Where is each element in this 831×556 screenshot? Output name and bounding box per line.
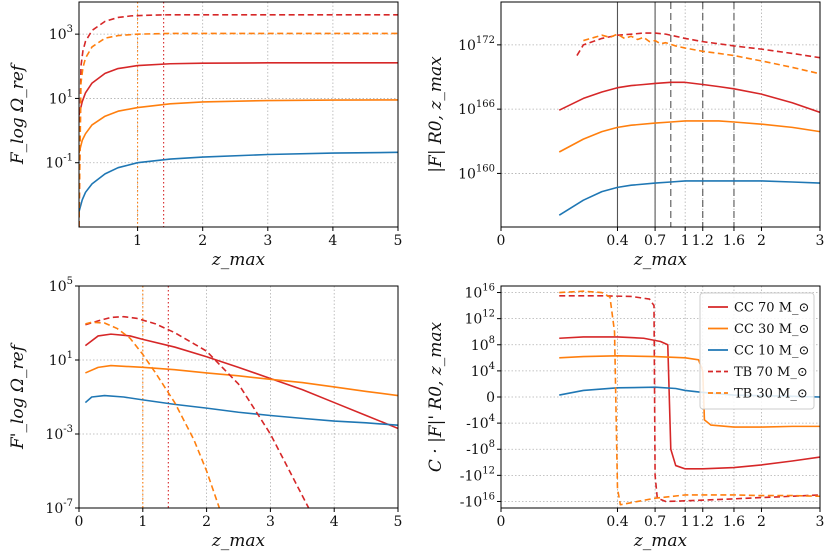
y-axis-label: F'_log Ω_ref	[8, 342, 28, 450]
x-axis-label: z_max	[633, 531, 688, 551]
legend-box	[699, 292, 815, 410]
series-line-cc-70	[84, 333, 398, 430]
y-tick-label: -104	[466, 413, 495, 432]
x-axis-label: z_max	[211, 250, 266, 270]
x-tick-label: 1.6	[723, 514, 745, 530]
x-tick-label: 3	[266, 514, 275, 530]
y-tick-label: 10-3	[45, 424, 73, 443]
y-tick-label: 10-7	[45, 498, 73, 517]
series-line-tb-30	[559, 290, 820, 506]
series-line-tb-30	[79, 32, 398, 227]
y-tick-label: 1016	[464, 283, 495, 302]
series-line-cc-70	[558, 81, 820, 114]
series-line-tb-70	[85, 315, 310, 508]
series-line-tb-70	[79, 13, 398, 227]
legend: CC 70 M_⊙ CC 30 M_⊙ CC 10 M_⊙ TB 70 M_⊙ TB 3…	[699, 292, 815, 410]
y-tick-label: 101	[49, 350, 73, 369]
x-tick-label: 0.4	[606, 514, 628, 530]
x-axis-label: z_max	[211, 531, 266, 551]
y-axis-label: C · |F|' R0, z_max	[426, 321, 446, 472]
x-tick-label: 1	[138, 514, 147, 530]
x-tick-label: 0.4	[606, 233, 628, 249]
x-tick-label: 0	[497, 514, 506, 530]
y-tick-label: 10172	[458, 35, 495, 54]
series-line-cc-30	[85, 364, 398, 397]
legend-entry-label: TB 30 M_⊙	[734, 387, 808, 402]
panel-bottom-left: 0 1 2 3 4 5 10-7 10-3 101 105 z_max F'_log Ω_ref	[8, 276, 402, 551]
x-tick-label: 1.6	[723, 233, 745, 249]
series-line-tb-30	[85, 321, 221, 508]
series-line-cc-70	[559, 336, 820, 470]
panel-top-left: 1 2 3 4 5 10-1 101 103 z_max F_log Ω_ref	[8, 1, 403, 270]
x-tick-label: 0	[497, 233, 506, 249]
x-tick-label: 2	[202, 514, 211, 530]
x-tick-label: 0.7	[644, 514, 666, 530]
y-tick-label: 10-1	[45, 153, 73, 172]
y-tick-label: 101	[49, 88, 73, 107]
x-axis-label: z_max	[633, 250, 688, 270]
legend-entry-label: CC 70 M_⊙	[734, 301, 809, 316]
x-tick-label: 0.7	[644, 233, 666, 249]
y-tick-label: 105	[49, 276, 73, 295]
x-tick-label: 1.2	[692, 514, 714, 530]
axes-frame	[78, 285, 399, 509]
series-line-tb-70	[576, 32, 820, 59]
x-tick-label: 1	[681, 514, 690, 530]
series-line-cc-70	[79, 62, 398, 116]
y-tick-label: -108	[466, 439, 495, 458]
x-tick-label: 1.2	[692, 233, 714, 249]
x-tick-label: 4	[330, 514, 339, 530]
series-line-cc-10	[84, 394, 398, 426]
axes-frame	[500, 1, 821, 228]
y-tick-label: 1012	[464, 309, 495, 328]
series-line-tb-30	[583, 33, 820, 75]
panel-bottom-right: 0 0.4 0.7 1 1.2 1.6 2 3 1016 1012 108 104 0 -104 -108 -…	[426, 283, 824, 551]
y-tick-label: 103	[49, 24, 73, 43]
panel-top-right: 0 0.4 0.7 1 1.2 1.6 2 3 10160 10166 10172 z_max |F| …	[426, 1, 825, 270]
x-tick-label: 1	[133, 233, 142, 249]
y-tick-label: -1016	[460, 491, 495, 510]
y-axis-label: F_log Ω_ref	[8, 62, 28, 165]
legend-entry-label: CC 30 M_⊙	[734, 322, 809, 337]
x-tick-label: 3	[816, 233, 825, 249]
x-tick-label: 2	[757, 233, 766, 249]
series-line-cc-30	[558, 120, 820, 153]
y-tick-label: 0	[486, 390, 495, 406]
y-tick-label: 10166	[458, 99, 495, 118]
y-tick-label: 10160	[458, 163, 495, 182]
x-tick-label: 2	[198, 233, 207, 249]
x-tick-label: 5	[394, 233, 403, 249]
y-tick-label: 108	[471, 335, 495, 354]
y-tick-label: 104	[471, 361, 495, 380]
legend-entry-label: CC 10 M_⊙	[734, 344, 809, 359]
x-tick-label: 3	[816, 514, 825, 530]
series-line-tb-70	[559, 294, 820, 503]
x-tick-label: 4	[328, 233, 337, 249]
x-tick-label: 5	[394, 514, 403, 530]
x-tick-label: 3	[263, 233, 272, 249]
x-tick-label: 1	[681, 233, 690, 249]
x-tick-label: 0	[75, 514, 84, 530]
legend-entry-label: TB 70 M_⊙	[734, 365, 808, 380]
axes-frame	[78, 1, 399, 228]
y-axis-label: |F| R0, z_max	[426, 56, 446, 173]
series-line-cc-30	[79, 99, 398, 154]
series-line-cc-10	[558, 180, 820, 216]
series-line-cc-10	[79, 151, 398, 212]
y-tick-label: -1012	[460, 465, 495, 484]
x-tick-label: 2	[757, 514, 766, 530]
